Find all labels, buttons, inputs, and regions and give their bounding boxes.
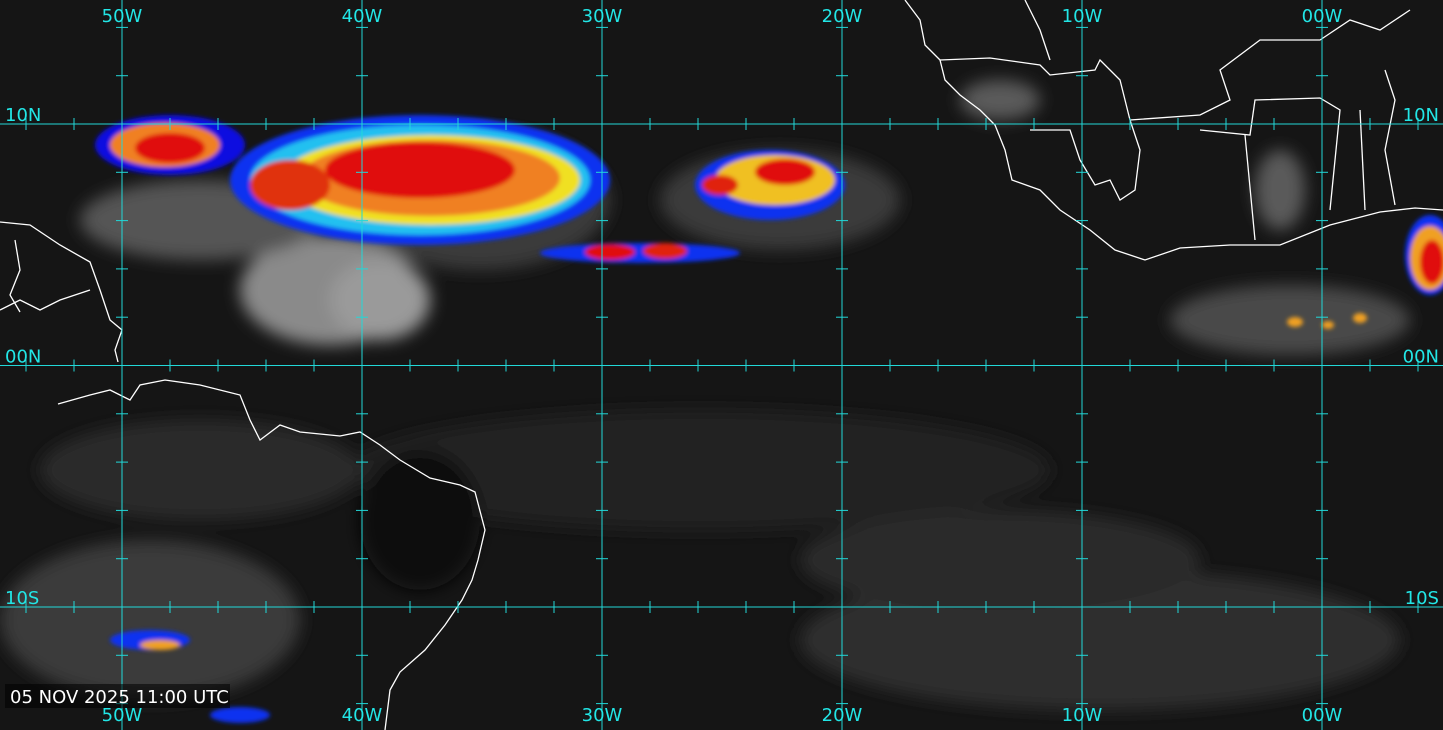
latitude-label-right: 10S (1405, 588, 1439, 609)
longitude-label-top: 30W (582, 6, 623, 27)
timestamp: 05 NOV 2025 11:00 UTC (10, 687, 229, 708)
cloud-cover (0, 80, 1410, 710)
longitude-label-top: 10W (1062, 6, 1103, 27)
latitude-label-left: 10N (5, 105, 41, 126)
longitude-label-bottom: 40W (342, 705, 383, 726)
latitude-label-right: 00N (1403, 347, 1439, 368)
longitude-label-top: 00W (1302, 6, 1343, 27)
latitude-label-left: 10S (5, 588, 39, 609)
longitude-label-bottom: 50W (102, 705, 143, 726)
longitude-label-top: 20W (822, 6, 863, 27)
longitude-label-bottom: 10W (1062, 705, 1103, 726)
longitude-label-bottom: 00W (1302, 705, 1343, 726)
latitude-label-right: 10N (1403, 105, 1439, 126)
longitude-label-top: 50W (102, 6, 143, 27)
longitude-label-bottom: 20W (822, 705, 863, 726)
convection (95, 115, 1443, 723)
graticule-labels: 50W 50W 40W 40W 30W 30W 20W 20W 10W 10W 00W 00W 10N 1… (5, 6, 1439, 726)
longitude-label-bottom: 30W (582, 705, 623, 726)
latitude-label-left: 00N (5, 347, 41, 368)
longitude-label-top: 40W (342, 6, 383, 27)
timestamp-backdrop (5, 684, 230, 708)
